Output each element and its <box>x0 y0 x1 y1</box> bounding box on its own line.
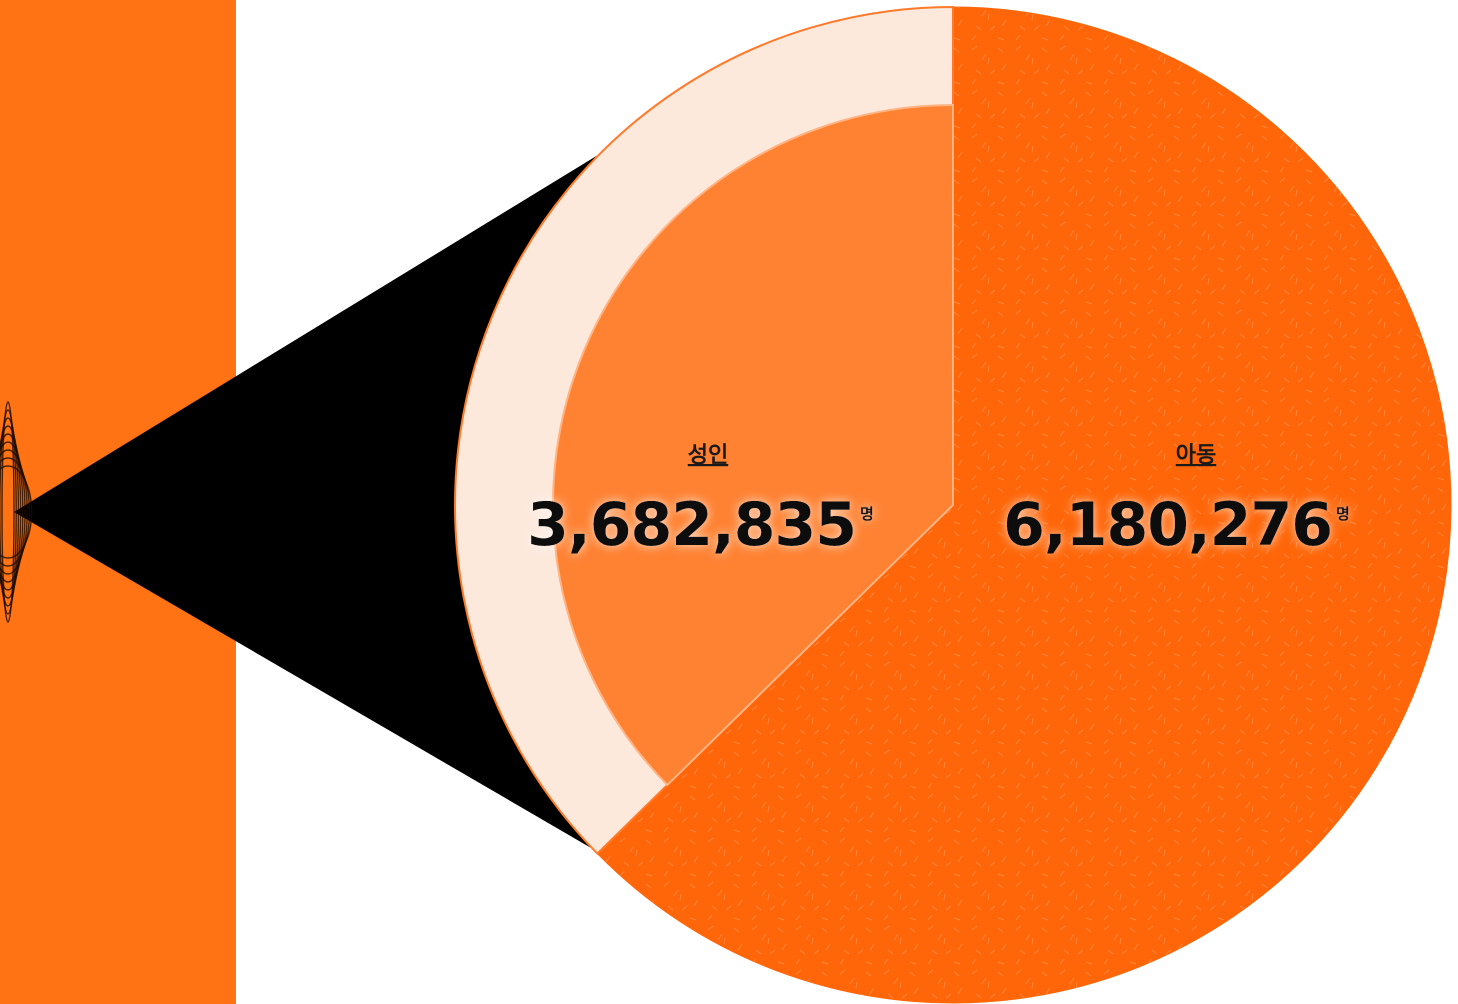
slice-value-adult: 3,682,835 명 <box>527 490 873 560</box>
slice-label-child: 아동 <box>1176 443 1216 468</box>
wedge-origin-ring <box>0 433 24 591</box>
pie-slice-child-texture <box>597 7 1452 1003</box>
wedge-origin-ring <box>0 441 26 583</box>
wedge-origin-ring <box>0 425 22 599</box>
slice-value-child-number: 6,180,276 <box>1003 490 1332 560</box>
slice-unit-child: 명 <box>1336 505 1349 523</box>
wedge-origin-ring <box>0 417 20 607</box>
slice-label-adult: 성인 <box>688 443 728 468</box>
wedge-origin-rings <box>0 401 33 623</box>
slice-value-adult-number: 3,682,835 <box>527 490 856 560</box>
pie-slice-adult <box>552 103 954 787</box>
wedge-origin-ring <box>0 465 33 559</box>
wedge-origin-ring <box>0 449 28 575</box>
wedge-origin-ring <box>1 401 15 623</box>
wedge-origin-ring <box>0 457 31 567</box>
slice-unit-adult: 명 <box>860 505 873 523</box>
explode-wedge <box>14 155 598 852</box>
wedge-origin-ring <box>0 409 17 615</box>
slice-value-child: 6,180,276 명 <box>1003 490 1349 560</box>
